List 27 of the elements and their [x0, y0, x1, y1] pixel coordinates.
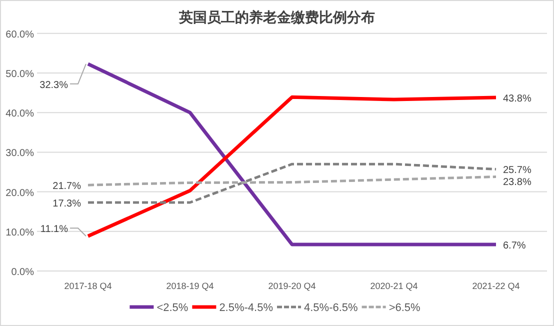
x-tick-label: 2021-22 Q4 — [472, 281, 520, 291]
data-label: 25.7% — [503, 165, 532, 176]
x-tick-label: 2020-21 Q4 — [370, 281, 418, 291]
x-tick-label: 2018-19 Q4 — [166, 281, 214, 291]
legend-label: 2.5%-4.5% — [219, 302, 274, 314]
legend-label: <2.5% — [156, 302, 188, 314]
y-tick-label: 50.0% — [6, 69, 34, 80]
annotation: 32.3% — [40, 80, 68, 91]
chart-title: 英国员工的养老金缴费比例分布 — [178, 9, 375, 25]
x-tick-label: 2017-18 Q4 — [64, 281, 112, 291]
y-tick-label: 10.0% — [6, 227, 34, 238]
data-label: 21.7% — [52, 181, 82, 192]
data-label: 6.7% — [503, 240, 526, 252]
y-tick-label: 20.0% — [6, 188, 34, 199]
data-label: 43.8% — [503, 94, 532, 105]
y-tick-label: 30.0% — [6, 148, 34, 160]
x-tick-label: 2019-20 Q4 — [268, 281, 316, 291]
annotation: 11.1% — [40, 224, 68, 236]
data-label: 17.3% — [52, 198, 82, 210]
line-series — [86, 176, 498, 186]
legend-label: 4.5%-6.5% — [304, 302, 358, 314]
y-tick-label: 60.0% — [6, 29, 34, 40]
y-tick-label: 40.0% — [6, 108, 34, 120]
data-label: 23.8% — [503, 177, 532, 188]
y-tick-label: 0.0% — [11, 267, 34, 278]
line-series — [86, 95, 498, 238]
legend-label: >6.5% — [388, 302, 421, 314]
